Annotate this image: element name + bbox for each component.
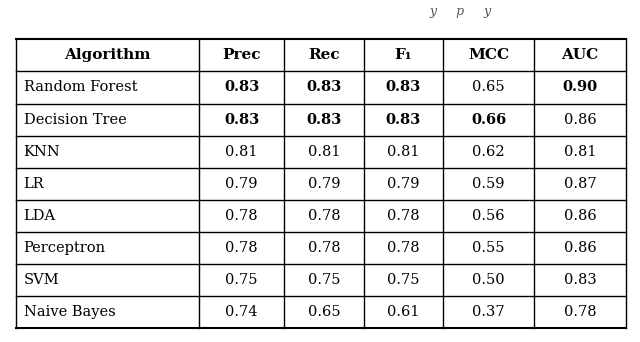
Text: MCC: MCC xyxy=(468,48,509,62)
Text: 0.78: 0.78 xyxy=(387,209,420,223)
Text: KNN: KNN xyxy=(24,145,60,159)
Text: 0.75: 0.75 xyxy=(387,273,420,287)
Text: 0.75: 0.75 xyxy=(308,273,340,287)
Text: 0.74: 0.74 xyxy=(225,305,258,319)
Text: 0.65: 0.65 xyxy=(308,305,340,319)
Text: 0.55: 0.55 xyxy=(472,241,505,255)
Text: 0.86: 0.86 xyxy=(564,241,596,255)
Text: y     p     y: y p y xyxy=(429,5,492,18)
Text: Prec: Prec xyxy=(223,48,261,62)
Text: 0.78: 0.78 xyxy=(564,305,596,319)
Text: 0.83: 0.83 xyxy=(224,80,259,94)
Text: F₁: F₁ xyxy=(394,48,412,62)
Text: 0.81: 0.81 xyxy=(308,145,340,159)
Text: 0.75: 0.75 xyxy=(225,273,258,287)
Text: 0.65: 0.65 xyxy=(472,80,505,94)
Text: 0.79: 0.79 xyxy=(387,177,420,191)
Text: 0.78: 0.78 xyxy=(225,241,258,255)
Text: Random Forest: Random Forest xyxy=(24,80,137,94)
Text: 0.78: 0.78 xyxy=(308,209,340,223)
Text: Decision Tree: Decision Tree xyxy=(24,113,127,127)
Text: 0.78: 0.78 xyxy=(387,241,420,255)
Text: AUC: AUC xyxy=(561,48,599,62)
Text: 0.83: 0.83 xyxy=(386,113,421,127)
Text: 0.61: 0.61 xyxy=(387,305,420,319)
Text: 0.90: 0.90 xyxy=(563,80,598,94)
Text: 0.81: 0.81 xyxy=(387,145,420,159)
Text: 0.50: 0.50 xyxy=(472,273,505,287)
Text: Naive Bayes: Naive Bayes xyxy=(24,305,115,319)
Text: 0.83: 0.83 xyxy=(224,113,259,127)
Text: Rec: Rec xyxy=(308,48,340,62)
Text: 0.66: 0.66 xyxy=(471,113,506,127)
Text: 0.37: 0.37 xyxy=(472,305,505,319)
Text: 0.62: 0.62 xyxy=(472,145,505,159)
Text: 0.87: 0.87 xyxy=(564,177,596,191)
Text: 0.86: 0.86 xyxy=(564,113,596,127)
Text: 0.81: 0.81 xyxy=(564,145,596,159)
Text: Algorithm: Algorithm xyxy=(64,48,151,62)
Text: LR: LR xyxy=(24,177,44,191)
Text: 0.86: 0.86 xyxy=(564,209,596,223)
Text: 0.79: 0.79 xyxy=(308,177,340,191)
Text: 0.78: 0.78 xyxy=(308,241,340,255)
Text: 0.59: 0.59 xyxy=(472,177,505,191)
Text: LDA: LDA xyxy=(24,209,56,223)
Text: Perceptron: Perceptron xyxy=(24,241,106,255)
Text: 0.83: 0.83 xyxy=(564,273,596,287)
Text: 0.83: 0.83 xyxy=(307,113,342,127)
Text: 0.78: 0.78 xyxy=(225,209,258,223)
Text: 0.81: 0.81 xyxy=(225,145,258,159)
Text: 0.83: 0.83 xyxy=(307,80,342,94)
Text: 0.56: 0.56 xyxy=(472,209,505,223)
Text: SVM: SVM xyxy=(24,273,60,287)
Text: 0.79: 0.79 xyxy=(225,177,258,191)
Text: 0.83: 0.83 xyxy=(386,80,421,94)
